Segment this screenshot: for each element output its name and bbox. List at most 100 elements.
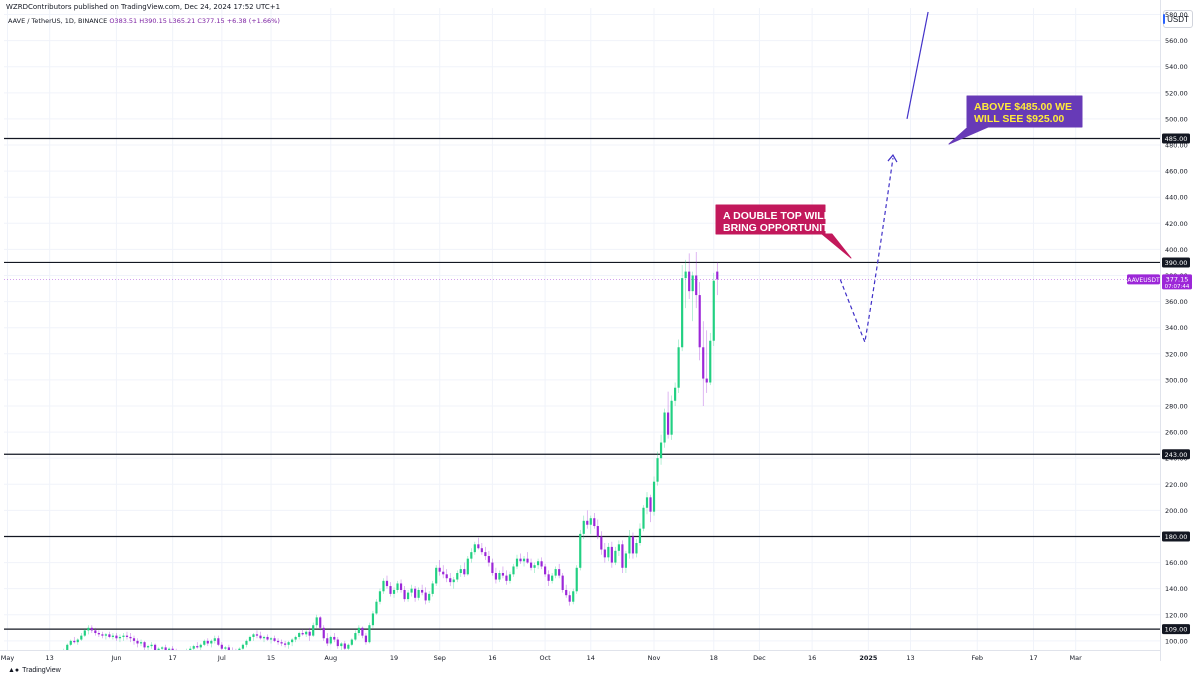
- candle-body: [596, 526, 599, 537]
- candle-body: [484, 552, 487, 557]
- candle-body: [280, 642, 283, 644]
- candle-body: [248, 636, 252, 641]
- candle: [24, 657, 26, 661]
- candle: [649, 494, 652, 523]
- candle-body: [220, 644, 223, 649]
- candle-body: [308, 631, 311, 636]
- candle: [220, 642, 223, 650]
- candle-body: [417, 589, 420, 598]
- candle-body: [87, 627, 90, 631]
- candle: [20, 657, 22, 662]
- candle: [368, 622, 371, 644]
- candle: [245, 639, 248, 648]
- candle: [428, 591, 431, 604]
- candle-body: [357, 627, 360, 634]
- price-tick-label: 480.00: [1165, 142, 1188, 150]
- brand-label: TradingView: [22, 667, 61, 674]
- candle-body: [551, 575, 554, 581]
- candle: [266, 634, 269, 641]
- candle-body: [456, 573, 459, 580]
- candle: [73, 636, 76, 644]
- price-tick-label: 420.00: [1165, 220, 1188, 228]
- candle-body: [452, 579, 455, 583]
- candle-body: [111, 635, 115, 637]
- candle: [347, 643, 350, 650]
- candle: [677, 339, 680, 393]
- candle: [97, 630, 100, 637]
- unit-indicator-icon: [1163, 14, 1165, 24]
- candle: [572, 588, 575, 605]
- candle-body: [498, 573, 501, 580]
- candle: [238, 647, 241, 650]
- candle: [199, 643, 202, 650]
- currency-unit-button[interactable]: USDT: [1163, 10, 1193, 28]
- callout-bubble: [948, 95, 1083, 145]
- candle: [104, 633, 107, 640]
- candle: [63, 648, 65, 650]
- symbol-label: AAVE / TetherUS, 1D, BINANCE: [8, 17, 108, 25]
- tradingview-brand[interactable]: ▲● TradingView: [8, 667, 61, 674]
- candle-body: [343, 643, 346, 649]
- candle: [354, 630, 357, 641]
- candle-body: [122, 635, 125, 637]
- price-tick-label: 220.00: [1165, 481, 1188, 489]
- price-tick-label: 580.00: [1165, 11, 1188, 19]
- candle: [716, 262, 719, 296]
- candle: [645, 492, 649, 515]
- candle: [445, 569, 448, 583]
- candle: [628, 529, 631, 559]
- candle: [621, 540, 624, 574]
- grid: [4, 8, 1160, 650]
- candle-body: [182, 653, 184, 654]
- candle: [536, 558, 540, 570]
- candle: [350, 638, 353, 647]
- time-tick-label: 15: [267, 654, 275, 662]
- candle-body: [681, 278, 684, 348]
- candle: [565, 584, 568, 598]
- candle-body: [136, 640, 139, 644]
- candle-body: [656, 458, 659, 482]
- candle-countdown: 07:07:44: [1165, 284, 1190, 290]
- candle: [17, 655, 19, 660]
- candle: [232, 647, 233, 650]
- price-tick-label: 440.00: [1165, 194, 1188, 202]
- target-trend-line: [906, 11, 929, 120]
- candle: [90, 625, 93, 634]
- candle-body: [333, 636, 336, 640]
- candle: [42, 654, 44, 659]
- candle-body: [449, 578, 452, 583]
- candle-body: [315, 617, 318, 626]
- symbol-legend: AAVE / TetherUS, 1D, BINANCE O383.51 H39…: [8, 17, 280, 25]
- candle: [291, 638, 294, 647]
- candle-body: [505, 575, 508, 581]
- candle: [396, 580, 399, 593]
- candle-body: [139, 642, 143, 644]
- candle-body: [245, 640, 248, 645]
- callout-text: WILL SEE $925.00: [974, 113, 1064, 125]
- candle: [276, 638, 280, 645]
- candle-body: [375, 601, 378, 614]
- candle-body: [421, 589, 424, 593]
- candle-body: [312, 625, 315, 636]
- candle: [375, 599, 378, 615]
- candle: [666, 391, 670, 439]
- candle: [269, 636, 273, 644]
- candle-body: [463, 569, 466, 575]
- candle: [146, 644, 150, 650]
- candle-body: [589, 518, 592, 525]
- candle-body: [56, 657, 58, 660]
- time-tick-label: 14: [587, 654, 595, 662]
- candle: [659, 434, 663, 465]
- candle: [217, 635, 220, 647]
- candle-body: [600, 536, 603, 550]
- candle: [150, 642, 153, 649]
- time-axis: May 13 Jun 17 Jul 15 Aug 19 Sep 16 Oct 14 Nov 18 Dec 16…: [1, 654, 1082, 662]
- candle: [241, 643, 245, 650]
- candle: [192, 644, 195, 650]
- candle: [399, 579, 403, 593]
- candle: [186, 648, 188, 650]
- candle-body: [659, 442, 663, 459]
- candle: [515, 554, 519, 570]
